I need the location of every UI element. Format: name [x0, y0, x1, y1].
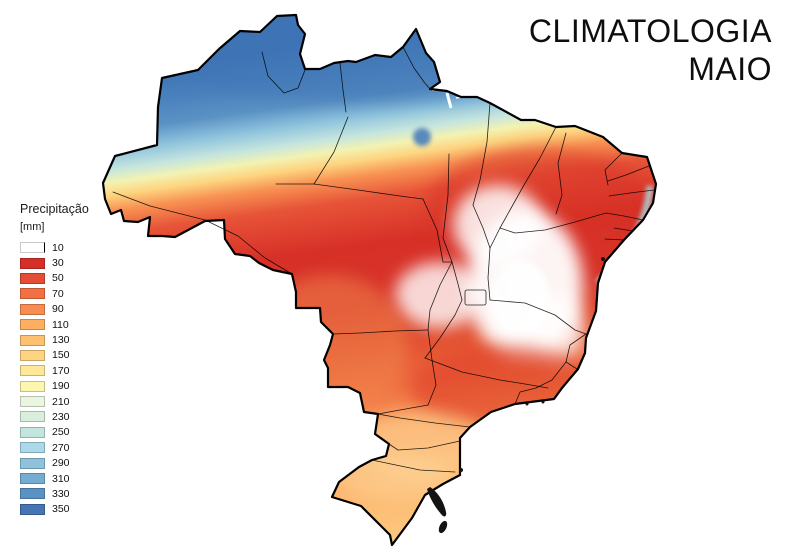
precipitation-legend: Precipitação [mm] 10 30 50 70 90 110 130 150 170… — [20, 202, 89, 517]
legend-swatch — [20, 442, 45, 454]
legend-swatch — [20, 242, 45, 254]
legend-swatch — [20, 272, 45, 284]
legend-swatch — [20, 503, 45, 515]
legend-entry: 170 — [20, 363, 89, 378]
legend-swatch — [20, 488, 45, 500]
legend-swatch — [20, 365, 45, 377]
legend-swatch — [20, 426, 45, 438]
legend-entry: 230 — [20, 409, 89, 424]
legend-entry: 350 — [20, 502, 89, 517]
legend-entry: 150 — [20, 348, 89, 363]
legend-scale: 10 30 50 70 90 110 130 150 170 190 210 230 250 270 290… — [20, 240, 89, 517]
legend-value: 290 — [52, 457, 70, 470]
legend-value: 230 — [52, 410, 70, 423]
legend-swatch — [20, 334, 45, 346]
map-title-line1: CLIMATOLOGIA — [528, 13, 772, 49]
country-outline — [101, 13, 658, 547]
legend-value: 70 — [52, 287, 64, 300]
legend-entry: 110 — [20, 317, 89, 332]
legend-swatch — [20, 380, 45, 392]
legend-swatch — [20, 473, 45, 485]
legend-swatch — [20, 319, 45, 331]
legend-swatch — [20, 288, 45, 300]
coastal-lagoons — [427, 257, 605, 534]
legend-value: 50 — [52, 272, 64, 285]
legend-entry: 50 — [20, 271, 89, 286]
legend-swatch — [20, 457, 45, 469]
legend-entry: 210 — [20, 394, 89, 409]
legend-value: 110 — [52, 318, 69, 331]
map-title-line2: MAIO — [688, 51, 772, 87]
legend-entry: 90 — [20, 302, 89, 317]
legend-entry: 310 — [20, 471, 89, 486]
legend-value: 130 — [52, 334, 70, 347]
legend-entry: 270 — [20, 440, 89, 455]
state-borders — [112, 46, 655, 473]
legend-swatch — [20, 257, 45, 269]
legend-entry: 130 — [20, 332, 89, 347]
legend-value: 170 — [52, 364, 70, 377]
legend-value: 150 — [52, 349, 70, 362]
legend-value: 330 — [52, 487, 70, 500]
legend-title: Precipitação — [20, 202, 89, 216]
legend-value: 30 — [52, 257, 64, 270]
legend-value: 10 — [52, 241, 64, 254]
legend-entry: 10 — [20, 240, 89, 255]
legend-entry: 70 — [20, 286, 89, 301]
legend-swatch — [20, 396, 45, 408]
legend-swatch — [20, 411, 45, 423]
legend-value: 270 — [52, 441, 70, 454]
legend-entry: 290 — [20, 455, 89, 470]
legend-value: 90 — [52, 303, 64, 316]
legend-entry: 190 — [20, 379, 89, 394]
legend-unit: [mm] — [20, 221, 45, 233]
legend-entry: 250 — [20, 425, 89, 440]
legend-value: 210 — [52, 395, 70, 408]
legend-entry: 330 — [20, 486, 89, 501]
legend-value: 250 — [52, 426, 70, 439]
map-title: CLIMATOLOGIA MAIO — [529, 12, 772, 88]
legend-swatch — [20, 349, 45, 361]
legend-entry: 30 — [20, 255, 89, 270]
legend-swatch — [20, 303, 45, 315]
legend-value: 350 — [52, 503, 70, 516]
legend-value: 190 — [52, 380, 70, 393]
legend-value: 310 — [52, 472, 70, 485]
